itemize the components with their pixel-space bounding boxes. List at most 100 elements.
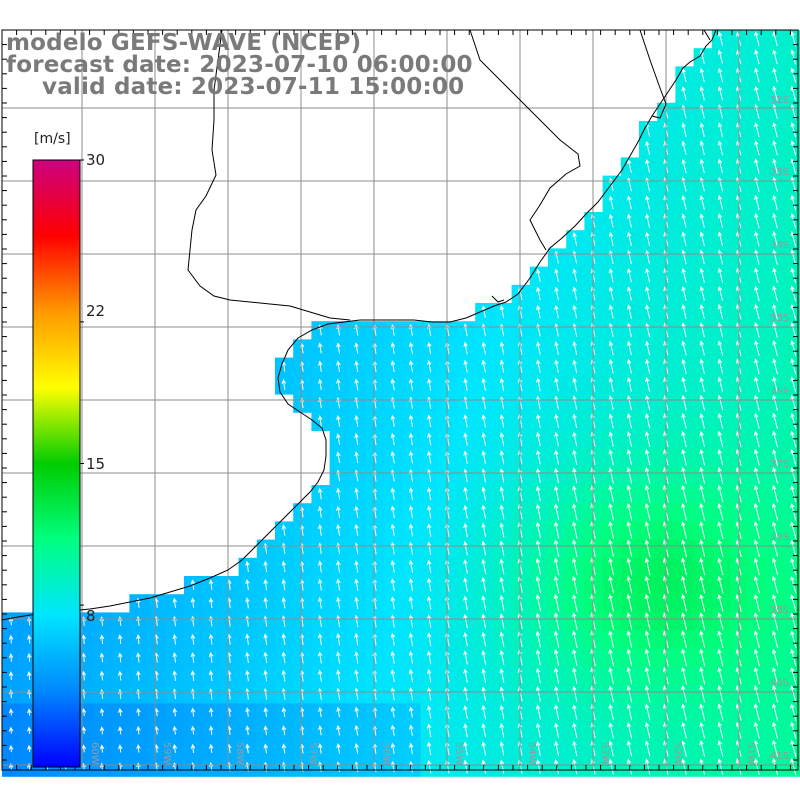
wind-arrow — [245, 597, 250, 609]
wind-arrow — [390, 342, 396, 354]
wind-arrow — [790, 121, 797, 138]
wind-arrow — [499, 468, 505, 483]
wind-arrow — [790, 212, 797, 229]
wind-arrow — [390, 650, 396, 664]
wind-arrow — [608, 377, 614, 392]
wind-arrow — [317, 687, 323, 700]
wind-arrow — [608, 485, 614, 503]
wind-arrow — [263, 743, 269, 754]
wind-arrow — [208, 670, 214, 682]
wind-arrow — [681, 158, 687, 174]
wind-arrow — [8, 634, 14, 644]
wind-arrow — [499, 486, 505, 501]
wind-arrow — [390, 596, 396, 610]
wind-arrow — [535, 557, 542, 575]
wind-arrow — [426, 650, 432, 665]
wind-arrow — [427, 360, 432, 373]
wind-arrow — [754, 303, 760, 320]
wind-arrow — [772, 303, 778, 320]
wind-arrow — [644, 630, 651, 649]
wind-arrow — [463, 468, 468, 483]
wind-arrow — [336, 378, 341, 391]
wind-arrow — [390, 632, 396, 646]
wind-arrow — [427, 505, 432, 519]
wind-arrow — [390, 560, 396, 573]
wind-arrow — [608, 286, 614, 301]
wind-arrow — [572, 758, 578, 775]
wind-arrow — [408, 668, 414, 683]
wind-arrow — [354, 414, 359, 427]
wind-arrow — [481, 432, 486, 446]
wind-arrow — [717, 430, 724, 448]
wind-arrow — [645, 413, 651, 429]
coastline-segment — [187, 29, 351, 321]
wind-arrow — [390, 378, 396, 391]
wind-arrow — [790, 49, 797, 65]
wind-arrow — [644, 484, 651, 503]
wind-arrow — [354, 651, 359, 664]
wind-arrow — [463, 432, 468, 446]
wind-arrow — [608, 502, 615, 521]
wind-arrow — [190, 633, 196, 645]
wind-arrow — [317, 669, 323, 682]
wind-arrow — [499, 377, 505, 392]
wind-arrow — [572, 557, 578, 576]
wind-arrow — [554, 431, 559, 447]
wind-arrow — [426, 541, 432, 555]
wind-arrow — [699, 376, 705, 393]
wind-arrow — [772, 575, 779, 594]
wind-arrow — [136, 707, 141, 717]
wind-arrow — [681, 249, 687, 265]
wind-arrow — [681, 575, 687, 594]
wind-arrow — [481, 595, 487, 611]
wind-arrow — [772, 630, 779, 649]
wind-speed-cell — [784, 721, 800, 741]
wind-arrow — [608, 758, 614, 775]
wind-arrow — [481, 613, 487, 629]
wind-arrows — [8, 31, 797, 776]
wind-arrow — [426, 559, 432, 574]
wind-arrow — [681, 466, 687, 485]
wind-arrow — [608, 213, 614, 228]
wind-arrow — [754, 85, 760, 101]
wind-arrow — [753, 666, 760, 685]
wind-arrow — [645, 376, 651, 392]
wind-arrow — [699, 703, 706, 721]
wind-arrow — [8, 671, 14, 681]
wind-arrow — [426, 614, 432, 628]
wind-arrow — [118, 707, 123, 717]
wind-arrow — [626, 395, 632, 411]
wind-arrow — [554, 359, 559, 374]
wind-arrow — [772, 612, 779, 630]
wind-arrow — [390, 451, 396, 464]
wind-arrow — [626, 268, 632, 283]
wind-arrow — [754, 430, 760, 448]
wind-arrow — [426, 759, 432, 774]
wind-arrow — [535, 759, 541, 775]
wind-arrow — [753, 703, 760, 721]
wind-arrow — [99, 670, 105, 681]
wind-arrow — [481, 668, 487, 683]
wind-arrow — [499, 613, 505, 629]
wind-arrow — [754, 322, 760, 338]
wind-arrow — [717, 304, 724, 320]
wind-arrow — [717, 448, 724, 466]
valid-date: valid date: 2023-07-11 15:00:00 — [42, 74, 465, 100]
wind-arrow — [699, 666, 706, 685]
wind-arrow — [753, 758, 760, 776]
wind-arrow — [499, 649, 505, 665]
wind-arrow — [644, 722, 651, 739]
wind-arrow — [536, 359, 541, 374]
wind-speed-cell — [784, 630, 800, 650]
wind-arrow — [27, 634, 32, 644]
wind-arrow — [336, 706, 341, 718]
wind-arrow — [681, 86, 687, 101]
wind-arrow — [644, 502, 651, 521]
wind-arrow — [336, 524, 341, 536]
wind-arrow — [354, 451, 359, 464]
wind-arrow — [318, 725, 323, 736]
wind-arrow — [499, 558, 505, 575]
wind-arrow — [408, 596, 414, 610]
wind-arrow — [699, 86, 705, 101]
wind-arrow — [572, 704, 578, 720]
